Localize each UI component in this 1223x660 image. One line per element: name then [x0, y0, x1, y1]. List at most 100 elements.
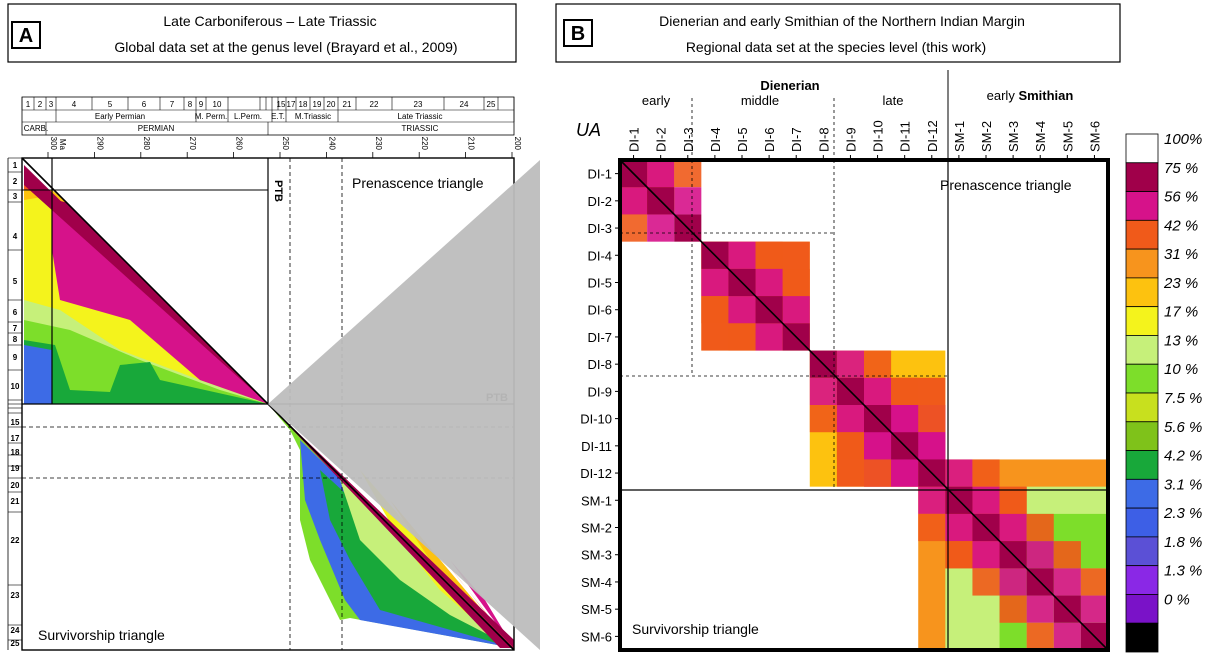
column-unit-label: DI-11 [898, 121, 913, 152]
panel-a-timescale: 1 2 3 4 5 6 7 8 9 10 15 17 18 19 20 21 22 23 24 25 CARB. PE… [21, 96, 522, 158]
ma-tick-label: 200 [513, 137, 522, 151]
panel-b-prenascence-label: Prenascence triangle [940, 177, 1072, 193]
column-unit-label: SM-4 [1033, 121, 1048, 152]
heatmap-cell [755, 323, 783, 351]
column-unit-label: DI-7 [789, 127, 804, 152]
timescale-unit-label: 18 [299, 100, 308, 109]
heatmap-cell [918, 432, 946, 460]
column-unit-label: DI-12 [925, 120, 940, 152]
column-unit-label: SM-2 [979, 121, 994, 152]
row-unit-label: DI-10 [580, 412, 612, 427]
column-unit-label: DI-10 [871, 120, 886, 152]
timescale-unit-label: 1 [26, 100, 31, 109]
legend-label: 1.8 % [1164, 534, 1202, 551]
legend-label: 31 % [1164, 246, 1198, 263]
heatmap-cell [782, 296, 810, 324]
heatmap-cell [1053, 541, 1081, 569]
panel-a-unit-ticks: 1 2 3 4 5 6 7 8 9 10 15 17 18 19 20 21 22 23 24 25 [21, 97, 515, 135]
ma-tick-label: 280 [142, 137, 151, 151]
epoch-m-perm: M. Perm. [195, 112, 227, 121]
timescale-left-unit: 9 [13, 353, 18, 362]
legend-swatch [1125, 306, 1159, 336]
heatmap-cell [701, 268, 729, 297]
heatmap-cell [999, 568, 1027, 596]
ma-tick-label: 220 [420, 137, 429, 151]
ma-tick-label: 270 [188, 137, 197, 151]
heatmap-cell [1026, 622, 1054, 650]
row-unit-label: DI-4 [587, 248, 612, 263]
legend-label: 75 % [1164, 160, 1198, 177]
legend-swatch [1125, 622, 1159, 653]
legend-label: 100% [1164, 131, 1202, 148]
zoom-connector [268, 160, 540, 650]
legend-swatch [1125, 507, 1159, 538]
column-unit-label: SM-6 [1087, 121, 1102, 152]
sub-early: early [642, 93, 671, 108]
timescale-unit-label: 17 [287, 100, 296, 109]
heatmap-cell [945, 459, 973, 487]
legend-label: 1.3 % [1164, 563, 1202, 580]
legend-label: 17 % [1164, 304, 1198, 321]
legend-swatch [1125, 478, 1159, 509]
panel-b-stage-headers: Dienerian early middle late early Smithi… [576, 70, 1073, 160]
legend-label: 4.2 % [1164, 448, 1202, 465]
timescale-left-unit: 10 [11, 382, 20, 391]
a-fill-diag-dark [24, 165, 268, 404]
legend-label: 56 % [1164, 189, 1198, 206]
panel-b-title-line2: Regional data set at the species level (… [686, 39, 986, 55]
row-unit-label: DI-9 [587, 384, 612, 399]
heatmap-cell [945, 541, 973, 569]
timescale-unit-label: 24 [460, 100, 469, 109]
row-unit-label: DI-1 [587, 167, 612, 182]
epoch-et: E.T. [271, 112, 285, 121]
legend-label: 23 % [1163, 275, 1198, 292]
column-unit-label: SM-3 [1006, 121, 1021, 152]
timescale-left-unit: 2 [13, 177, 18, 186]
legend-label: 13 % [1164, 332, 1198, 349]
early-smithian-prefix: early [987, 88, 1019, 103]
row-unit-label: DI-8 [587, 357, 612, 372]
heatmap-cell [1080, 595, 1108, 623]
heatmap-cell [728, 323, 756, 351]
sub-late: late [883, 93, 904, 108]
heatmap-cell [891, 459, 919, 487]
period-carb: CARB. [24, 124, 48, 133]
heatmap-cell [728, 296, 756, 324]
column-unit-label: SM-5 [1060, 121, 1075, 152]
legend-swatch [1125, 450, 1159, 480]
ua-label: UA [576, 120, 601, 140]
timescale-left-unit: 20 [11, 481, 20, 490]
panel-a-title-line2: Global data set at the genus level (Bray… [114, 39, 457, 55]
legend-swatch [1125, 421, 1159, 451]
heatmap-cell [891, 405, 919, 433]
row-unit-label: SM-5 [581, 602, 612, 617]
legend-swatch [1125, 565, 1159, 595]
timescale-unit-label: 25 [487, 100, 496, 109]
timescale-unit-label: 10 [213, 100, 222, 109]
heatmap-cell [1026, 595, 1054, 623]
timescale-unit-label: 23 [414, 100, 423, 109]
heatmap-cell [809, 405, 837, 433]
ma-tick-label: 260 [235, 137, 244, 151]
timescale-unit-label: 21 [343, 100, 352, 109]
timescale-unit-label: 20 [327, 100, 336, 109]
panel-b-header: B Dienerian and early Smithian of the No… [555, 3, 1121, 63]
timescale-left-unit: 6 [13, 308, 18, 317]
heatmap-cell [945, 513, 973, 542]
timescale-left-unit: 18 [11, 448, 20, 457]
heatmap-cell [647, 214, 675, 242]
timescale-left-unit: 3 [13, 192, 18, 201]
column-unit-label: DI-9 [843, 127, 858, 152]
legend-swatch [1125, 248, 1159, 279]
heatmap-cell [999, 595, 1027, 623]
panel-b-title-box [555, 3, 1121, 63]
legend-label: 5.6 % [1164, 419, 1202, 436]
stage-dienerian: Dienerian [760, 78, 819, 93]
heatmap-cell [647, 160, 675, 188]
timescale-unit-label: 6 [142, 100, 147, 109]
ma-tick-label: 240 [327, 137, 336, 151]
row-unit-label: DI-5 [587, 276, 612, 291]
heatmap-cell [972, 568, 1000, 596]
row-unit-label: SM-4 [581, 575, 612, 590]
